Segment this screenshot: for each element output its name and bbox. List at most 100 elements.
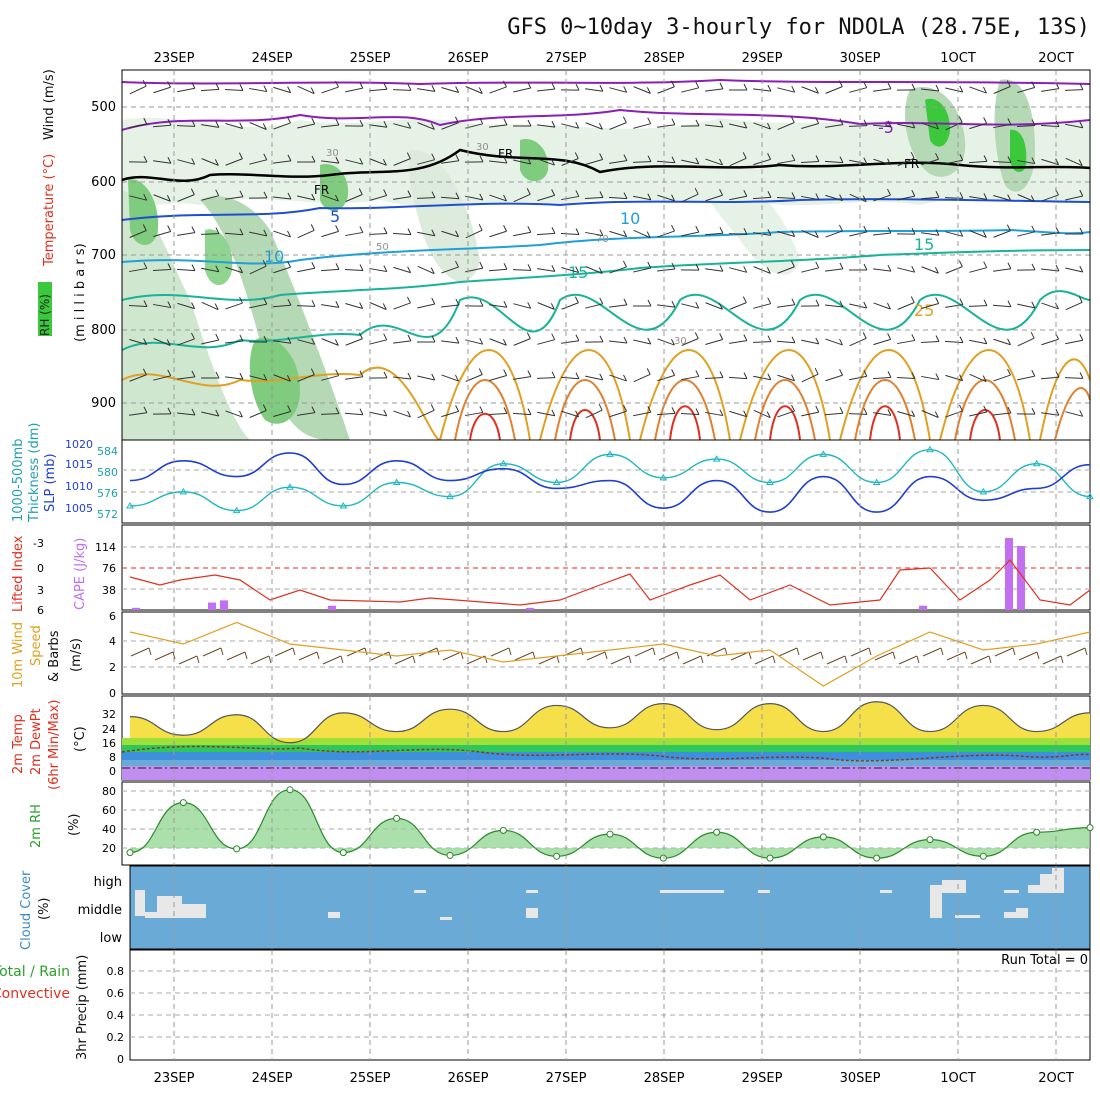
upper-wind-barb (992, 412, 1012, 416)
upper-wind-barb (392, 376, 412, 380)
upper-wind-barb (512, 412, 532, 416)
upper-wind-barb-flag (191, 264, 196, 271)
upper-wind-barb-flag (1055, 120, 1060, 127)
upper-wind-barb-flag (743, 83, 748, 91)
upper-wind-barb-flag (958, 116, 963, 123)
cape-bar (1017, 546, 1025, 610)
date-label-bottom: 26SEP (448, 1071, 489, 1086)
upper-wind-barb (681, 231, 699, 237)
upper-wind-barb (536, 232, 556, 236)
ylabel-rh2m: 2m RH (29, 804, 44, 848)
upper-wind-barb-flag (262, 404, 267, 411)
upper-wind-barb (585, 303, 603, 309)
upper-wind-barb (537, 158, 555, 166)
thickness-panel: 584 580 576 572 1020 1015 1010 1005 1000… (11, 423, 1094, 524)
ytick: 900 (91, 396, 116, 411)
upper-wind-barb (249, 159, 267, 165)
ytick-rh: 40 (102, 823, 116, 836)
upper-wind-barb-flag (1079, 372, 1084, 379)
upper-wind-barb-flag (407, 266, 412, 273)
upper-wind-barb-flag (167, 80, 172, 88)
upper-wind-barb (729, 410, 747, 418)
upper-wind-barb-flag (383, 333, 388, 341)
upper-wind-barb (273, 266, 291, 274)
upper-wind-barb (801, 339, 819, 345)
rh2m-panel: 80 60 40 20 2m RH (%) (29, 781, 1094, 866)
upper-wind-barb (321, 230, 339, 238)
upper-wind-barb (849, 159, 867, 165)
upper-wind-barb-flag (526, 188, 531, 195)
upper-wind-barb (153, 160, 171, 164)
upper-wind-barb-flag (1078, 296, 1083, 303)
upper-wind-barb-flag (646, 368, 651, 375)
upper-wind-barb (585, 159, 603, 165)
contour-label: 30 (476, 142, 489, 153)
wind10m-barb-flag (628, 655, 632, 664)
upper-wind-barb (441, 160, 459, 164)
upper-wind-barb (513, 87, 531, 93)
wind10m-barb-flag (868, 647, 872, 656)
upper-wind-barb (345, 338, 363, 346)
upper-wind-barb (201, 124, 219, 128)
thickness-frame (121, 439, 1091, 524)
upper-wind-barb-flag (695, 370, 700, 377)
upper-wind-barb-flag (623, 374, 627, 382)
upper-wind-barb-flag (335, 80, 339, 88)
upper-wind-barb (224, 340, 244, 344)
date-label-bottom: 2OCT (1038, 1071, 1074, 1086)
upper-wind-barb (945, 374, 963, 382)
upper-wind-barb-flag (1007, 338, 1012, 346)
upper-wind-barb (560, 376, 580, 380)
upper-wind-barb-flag (287, 154, 292, 162)
upper-wind-barb-flag (1055, 409, 1060, 416)
upper-wind-barb-flag (479, 406, 484, 413)
upper-wind-barb (272, 304, 292, 308)
upper-wind-barb-flag (191, 158, 196, 165)
upper-wind-barb-flag (503, 301, 508, 308)
chart-title: GFS 0~10day 3-hourly for NDOLA (28.75E, … (507, 15, 1090, 40)
upper-wind-barb (825, 86, 843, 94)
upper-wind-barb (656, 412, 676, 416)
upper-wind-barb (633, 86, 651, 94)
upper-wind-barb (825, 194, 843, 202)
upper-wind-barb-flag (959, 404, 963, 412)
temp-contour-minus10 (121, 78, 1091, 86)
upper-wind-barb (921, 232, 939, 236)
upper-wind-barb (825, 268, 843, 272)
upper-wind-barb (224, 89, 244, 91)
upper-wind-barb-flag (719, 188, 724, 196)
upper-wind-barb-flag (983, 337, 988, 344)
upper-wind-barb (417, 409, 435, 419)
date-label-bottom: 24SEP (252, 1071, 293, 1086)
upper-wind-barb-flag (479, 193, 484, 201)
upper-wind-barb-flag (887, 158, 892, 166)
upper-wind-barb (873, 158, 891, 166)
upper-wind-barb-flag (647, 299, 652, 307)
thickness-point (552, 478, 561, 485)
upper-wind-barb-flag (815, 337, 820, 345)
temp-contour-minus5 (121, 108, 1091, 131)
cape-bar (208, 602, 216, 610)
cloud-gap (1016, 908, 1028, 918)
wind10m-barb (898, 655, 918, 665)
thickness-point (339, 501, 348, 509)
cloud-gap (942, 880, 966, 893)
cloud-gap (135, 890, 145, 916)
upper-wind-barb (537, 194, 555, 202)
ytick-rh: 80 (102, 785, 116, 798)
upper-wind-barb (513, 159, 531, 165)
upper-wind-barb-flag (623, 336, 628, 344)
upper-wind-barb (273, 411, 291, 417)
upper-wind-barb (1064, 377, 1084, 379)
upper-wind-barb (489, 124, 507, 128)
rh2m-point (126, 849, 134, 857)
upper-wind-barb (776, 340, 796, 344)
ylabel-wind-speed: Speed (29, 625, 44, 666)
upper-wind-barb-flag (743, 410, 748, 417)
date-label-bottom: 1OCT (940, 1071, 976, 1086)
upper-wind-barb (1017, 375, 1035, 381)
upper-wind-barb-flag (1031, 119, 1036, 126)
wind10m-barb-flag (220, 647, 224, 656)
upper-wind-barb-flag (526, 332, 531, 339)
wind10m-barb (634, 647, 654, 657)
